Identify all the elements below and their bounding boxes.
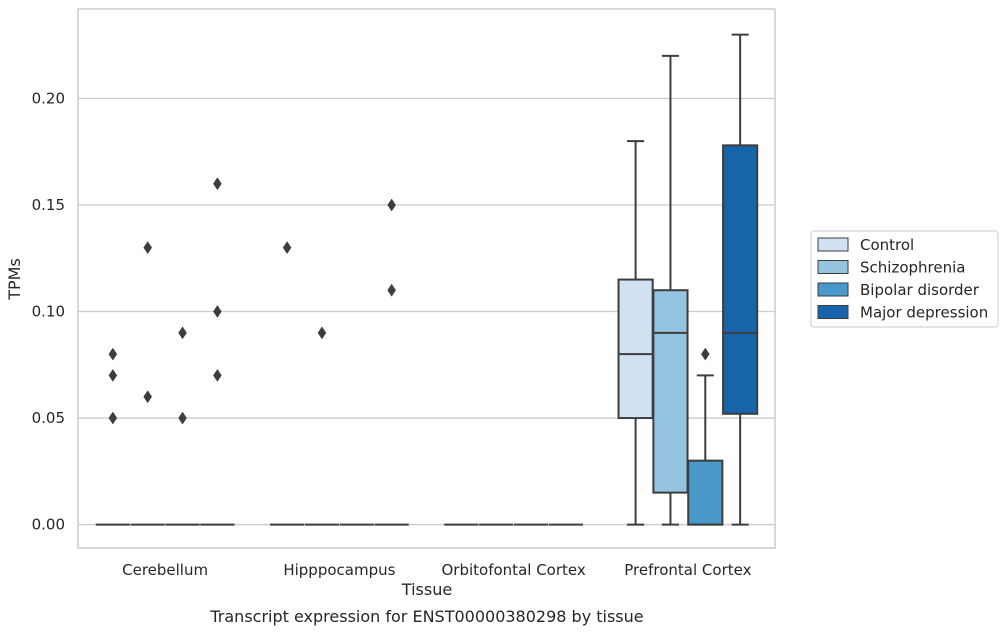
box-group [200,177,235,526]
x-tick-label: Prefrontal Cortex [624,561,751,579]
outlier-point [108,411,118,425]
outlier-point [387,198,396,212]
box-group [722,33,759,526]
box-group [652,54,689,526]
outlier-point [143,241,153,255]
box [687,459,724,526]
y-tick-label: 0.10 [32,303,65,321]
outlier-point [700,347,710,361]
x-tick-label: Cerebellum [122,561,208,579]
box-group [270,241,305,526]
outlier-point [213,368,222,382]
box [617,278,654,420]
outlier-point [317,326,327,340]
y-tick-label: 0.00 [32,516,65,534]
legend-label: Major depression [860,304,988,322]
plot-frame [77,8,776,549]
outlier-point [282,241,292,255]
outlier-point [178,411,187,425]
box [652,289,689,494]
box-plot-area [95,33,759,526]
outlier-point [213,305,222,318]
box-group [374,198,409,526]
legend-swatch [817,237,849,252]
outlier-point [108,368,118,382]
outlier-point [387,283,396,297]
outlier-point [178,326,187,340]
legend: Control Schizophrenia Bipolar disorder Majo… [810,230,999,328]
x-tick-label: Hipppocampus [283,561,395,579]
y-tick-label: 0.05 [32,409,65,427]
x-tick-label: Orbitofontal Cortex [442,561,586,579]
y-axis-label: TPMs [5,258,24,301]
box-group [687,347,724,526]
legend-label: Control [860,236,914,254]
box [722,144,759,415]
x-axis-ticks: Cerebellum Hipppocampus Orbitofontal Corte… [122,561,751,579]
outlier-point [213,177,222,191]
box-group [617,140,654,526]
legend-swatch [817,305,849,319]
x-axis-label: Tissue [401,580,452,599]
box-group [165,326,200,526]
box-group [304,326,340,526]
outlier-point [143,390,153,404]
y-tick-label: 0.15 [32,196,65,214]
legend-label: Schizophrenia [860,259,965,277]
legend-label: Bipolar disorder [860,281,980,299]
y-axis-ticks: 0.00 0.05 0.10 0.15 0.20 [32,89,65,533]
chart-caption: Transcript expression for ENST0000038029… [209,607,643,626]
legend-swatch [817,260,849,274]
box-group [95,347,130,526]
legend-swatch [817,282,849,297]
legend-frame [810,230,999,328]
y-tick-label: 0.20 [32,89,65,107]
box-group [130,241,165,526]
outlier-point [108,347,118,361]
